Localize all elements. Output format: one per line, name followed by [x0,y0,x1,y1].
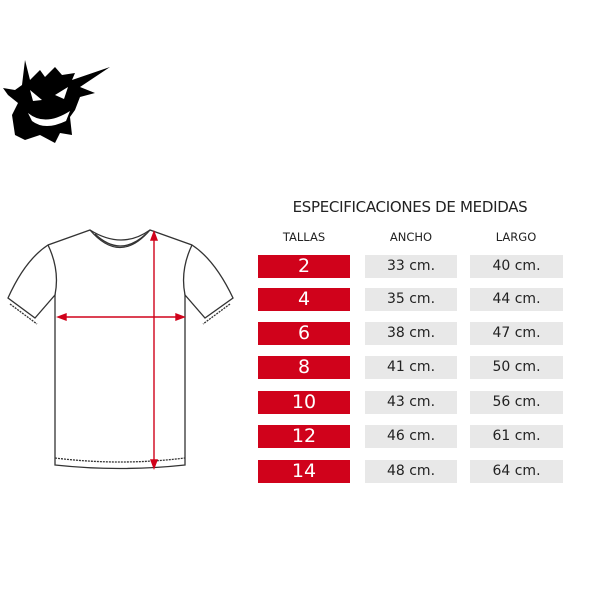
size-cell: 4 [258,288,350,311]
length-cell: 44 cm. [470,288,563,311]
width-cell: 43 cm. [365,391,457,414]
length-cell: 64 cm. [470,460,563,483]
width-cell: 41 cm. [365,356,457,379]
size-cell: 14 [258,460,350,483]
width-cell: 46 cm. [365,425,457,448]
table-row: 8 41 cm. 50 cm. [258,356,568,379]
table-row: 4 35 cm. 44 cm. [258,288,568,311]
header-length: LARGO [495,230,537,244]
length-cell: 61 cm. [470,425,563,448]
header-width: ANCHO [389,230,433,244]
size-cell: 8 [258,356,350,379]
length-cell: 40 cm. [470,255,563,278]
size-cell: 12 [258,425,350,448]
width-cell: 33 cm. [365,255,457,278]
length-cell: 50 cm. [470,356,563,379]
tshirt-diagram [7,229,234,470]
size-cell: 10 [258,391,350,414]
width-cell: 38 cm. [365,322,457,345]
table-row: 6 38 cm. 47 cm. [258,322,568,345]
ghost-grin-logo-icon [3,60,110,143]
width-cell: 35 cm. [365,288,457,311]
header-size: TALLAS [282,230,326,244]
size-cell: 2 [258,255,350,278]
length-cell: 47 cm. [470,322,563,345]
size-cell: 6 [258,322,350,345]
chart-title: ESPECIFICACIONES DE MEDIDAS [292,198,528,216]
table-row: 2 33 cm. 40 cm. [258,255,568,278]
table-row: 12 46 cm. 61 cm. [258,425,568,448]
width-cell: 48 cm. [365,460,457,483]
length-cell: 56 cm. [470,391,563,414]
table-row: 14 48 cm. 64 cm. [258,460,568,483]
table-row: 10 43 cm. 56 cm. [258,391,568,414]
